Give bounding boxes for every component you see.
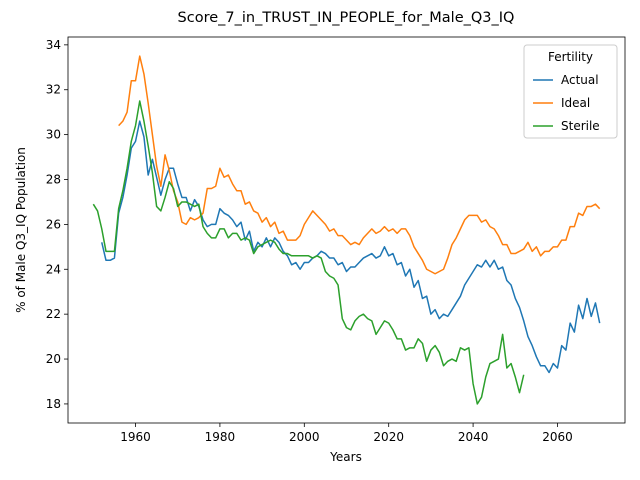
y-tick-label: 32 <box>46 83 61 97</box>
legend-box <box>523 44 618 139</box>
plot-frame <box>67 36 626 424</box>
y-tick-label: 18 <box>46 397 61 411</box>
series-line <box>92 100 525 405</box>
y-tick-label: 34 <box>46 38 61 52</box>
x-tick-label: 2060 <box>542 430 573 444</box>
legend-title: Fertility <box>548 50 593 64</box>
y-tick-label: 24 <box>46 262 61 276</box>
y-tick-label: 26 <box>46 217 61 231</box>
chart-title: Score_7_in_TRUST_IN_PEOPLE_for_Male_Q3_I… <box>178 10 515 26</box>
x-tick-label: 2020 <box>373 430 404 444</box>
legend-label: Sterile <box>561 119 600 133</box>
x-tick-label: 2000 <box>289 430 320 444</box>
series-line <box>101 120 601 374</box>
x-tick-label: 2040 <box>458 430 489 444</box>
y-axis-label: % of Male Q3_IQ Population <box>14 147 28 313</box>
x-axis-label: Years <box>329 450 362 464</box>
y-tick-label: 22 <box>46 307 61 321</box>
x-tick-label: 1960 <box>120 430 151 444</box>
y-tick-label: 30 <box>46 128 61 142</box>
x-tick-label: 1980 <box>205 430 236 444</box>
y-tick-label: 20 <box>46 352 61 366</box>
y-tick-label: 28 <box>46 173 61 187</box>
legend: Fertility Actual Ideal Sterile <box>523 44 618 139</box>
legend-label: Actual <box>561 73 599 87</box>
legend-label: Ideal <box>561 96 590 110</box>
series-line <box>118 55 601 275</box>
